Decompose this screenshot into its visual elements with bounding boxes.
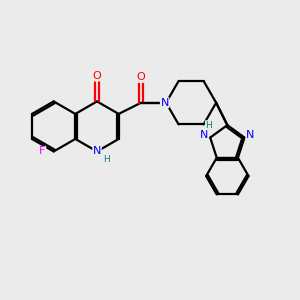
Text: O: O (137, 72, 146, 82)
Text: H: H (206, 121, 212, 130)
Text: O: O (93, 71, 101, 81)
Text: F: F (39, 146, 46, 157)
Text: H: H (103, 155, 110, 164)
Text: N: N (93, 146, 101, 157)
Text: N: N (200, 130, 208, 140)
Text: N: N (246, 130, 255, 140)
Text: N: N (160, 98, 169, 108)
